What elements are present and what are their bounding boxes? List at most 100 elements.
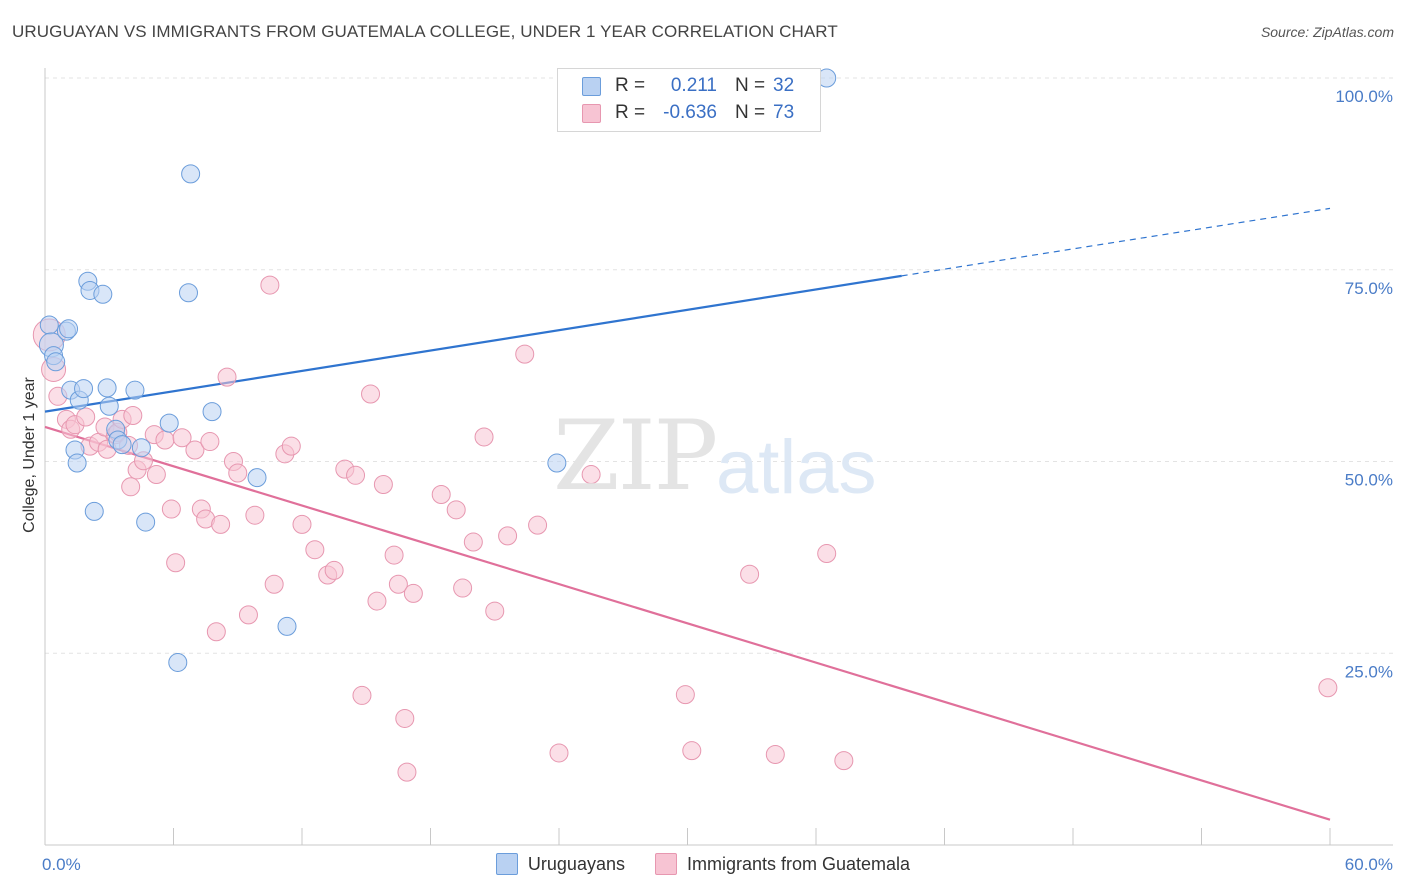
guatemala-point [245,505,265,525]
guatemala-point [238,605,258,625]
legend-item-uruguayans[interactable]: Uruguayans [495,853,625,875]
uruguayans-points [38,68,837,672]
uruguayans-point [67,453,87,473]
series-legend: Uruguayans Immigrants from Guatemala [0,852,1406,876]
guatemala-point [324,560,344,580]
uruguayans-point [159,413,179,433]
guatemala-point [76,407,96,427]
uruguayans-point [178,283,198,303]
uruguayans-point [46,352,66,372]
guatemala-point [431,484,451,504]
guatemala-point [367,591,387,611]
guatemala-point [361,384,381,404]
uruguayans-point [39,315,59,335]
x-tick-label: 0.0% [42,855,81,874]
uruguayans-point [277,616,297,636]
stats-legend: R = 0.211 N = 32 R = -0.636 N = 73 [557,68,821,132]
guatemala-point [446,500,466,520]
legend-swatch-blue [582,76,601,96]
guatemala-point [474,427,494,447]
guatemala-point [292,514,312,534]
y-tick-label: 50.0% [1345,471,1393,490]
guatemala-point [395,708,415,728]
guatemala-point [453,578,473,598]
source-label: Source: ZipAtlas.com [1260,24,1394,40]
uruguayans-point [59,319,79,339]
guatemala-point [217,367,237,387]
guatemala-point [1318,678,1338,698]
guatemala-point [260,275,280,295]
legend-n-label: N = [735,102,766,123]
guatemala-point [166,553,186,573]
guatemala-point [397,762,417,782]
guatemala-point [206,622,226,642]
guatemala-point [146,465,166,485]
uruguayans-trendline [44,207,1331,413]
y-tick-label: 25.0% [1345,662,1393,681]
guatemala-point [211,514,231,534]
guatemala-point [740,564,760,584]
guatemala-trendline [44,425,1331,821]
uruguayans-point [547,453,567,473]
guatemala-point [305,540,325,560]
uruguayans-trend-dashed [901,207,1331,277]
guatemala-point [172,428,192,448]
uruguayans-point [74,379,94,399]
legend-swatch-guatemala [654,853,677,875]
uruguayans-point [84,501,104,521]
guatemala-point [463,532,483,552]
guatemala-point [228,463,248,483]
legend-row-guatemala: R = -0.636 N = 73 [582,101,794,125]
guatemala-trend-solid [44,425,1331,821]
guatemala-point [485,601,505,621]
uruguayans-point [136,512,156,532]
guatemala-point [581,465,601,485]
legend-item-guatemala[interactable]: Immigrants from Guatemala [654,853,910,875]
legend-swatch-pink [582,103,601,123]
uruguayans-point [247,468,267,488]
uruguayans-point [112,435,132,455]
guatemala-point [549,743,569,763]
uruguayans-point [181,164,201,184]
y-tick-label: 75.0% [1345,279,1393,298]
x-tick-label: 60.0% [1345,855,1393,874]
guatemala-point [352,685,372,705]
y-axis-label: College, Under 1 year [21,377,38,533]
guatemala-point [388,574,408,594]
legend-r-value: 0.211 [670,75,717,96]
chart-title: URUGUAYAN VS IMMIGRANTS FROM GUATEMALA C… [12,22,838,41]
guatemala-point [281,436,301,456]
guatemala-point [817,544,837,564]
guatemala-point [528,515,548,535]
gridlines [45,77,1393,654]
watermark-atlas: atlas [716,425,877,510]
uruguayans-point [99,396,119,416]
guatemala-point [123,405,143,425]
legend-r-label: R = [615,75,646,96]
legend-label-uruguayans: Uruguayans [527,853,625,874]
guatemala-point [155,430,175,450]
uruguayans-point [168,652,188,672]
guatemala-point [765,744,785,764]
guatemala-point [682,741,702,761]
legend-swatch-uruguayans [495,853,518,875]
uruguayans-point [93,284,113,304]
legend-r-label: R = [615,102,646,123]
y-tick-label: 100.0% [1335,87,1393,106]
guatemala-point [161,499,181,519]
guatemala-point [675,685,695,705]
uruguayans-point [125,380,145,400]
guatemala-points [32,275,1338,782]
legend-n-label: N = [735,75,766,96]
legend-row-uruguayans: R = 0.211 N = 32 [582,74,794,98]
guatemala-point [373,475,393,495]
watermark-zip: ZIP [553,400,718,512]
uruguayans-trend-solid [44,274,902,413]
uruguayans-point [202,402,222,422]
guatemala-point [834,751,854,771]
guatemala-point [121,477,141,497]
uruguayans-point [131,438,151,458]
axes [44,68,1393,846]
guatemala-point [498,526,518,546]
